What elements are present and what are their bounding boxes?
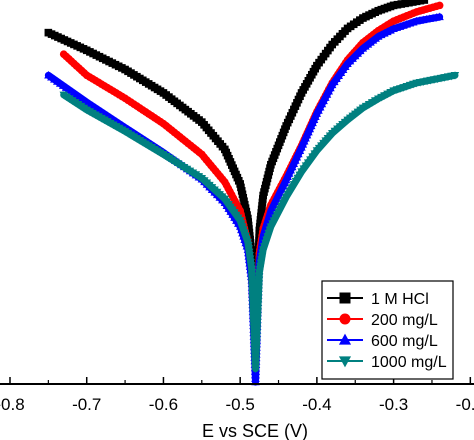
data-point xyxy=(255,266,265,274)
data-point xyxy=(251,351,261,359)
legend: 1 M HCl 200 mg/L 600 mg/L 1000 mg/L xyxy=(321,280,454,380)
data-point xyxy=(252,347,261,356)
data-point xyxy=(405,0,413,7)
legend-marker xyxy=(338,356,352,368)
data-point xyxy=(252,329,262,338)
data-point xyxy=(252,344,261,352)
legend-entry-1000-mg-l: 1000 mg/L xyxy=(327,354,447,371)
data-point xyxy=(254,280,264,288)
data-point xyxy=(251,354,261,363)
data-point xyxy=(254,283,263,292)
x-tick-label: -0.5 xyxy=(226,395,255,414)
data-point xyxy=(412,0,421,6)
data-point xyxy=(435,12,444,21)
data-point xyxy=(253,304,263,313)
data-point xyxy=(416,0,425,5)
data-point xyxy=(256,259,266,268)
legend-entry-600-mg-l: 600 mg/L xyxy=(327,333,438,350)
legend-label: 200 mg/L xyxy=(371,312,438,329)
data-point xyxy=(255,272,264,281)
data-point xyxy=(253,315,262,324)
data-point xyxy=(257,256,266,264)
legend-label: 1 M HCl xyxy=(371,291,429,308)
data-point xyxy=(254,290,263,299)
data-point xyxy=(253,308,262,317)
data-point xyxy=(389,1,398,10)
data-point xyxy=(254,276,264,285)
x-tick-label: -0.4 xyxy=(302,395,331,414)
data-point xyxy=(254,287,263,295)
series-1000-mg-l xyxy=(59,71,460,374)
data-point xyxy=(257,252,267,261)
data-point xyxy=(258,249,267,258)
data-point xyxy=(254,294,263,302)
curves-layer xyxy=(44,0,460,386)
data-point xyxy=(420,0,429,4)
legend-entry-200-mg-l: 200 mg/L xyxy=(327,312,438,329)
x-axis: -0.8 -0.7 -0.6 -0.5 -0.4 -0.3 -0.2 xyxy=(0,377,474,414)
data-point xyxy=(252,340,261,349)
data-point xyxy=(253,319,262,327)
x-axis-ticks: -0.8 -0.7 -0.6 -0.5 -0.4 -0.3 -0.2 xyxy=(0,377,474,414)
data-point xyxy=(251,365,260,374)
data-point xyxy=(254,297,263,306)
legend-label: 1000 mg/L xyxy=(371,354,447,371)
data-point xyxy=(450,72,460,80)
x-tick-label: -0.8 xyxy=(0,395,25,414)
legend-marker xyxy=(338,333,352,345)
data-point xyxy=(253,322,262,331)
legend-marker xyxy=(339,292,351,304)
data-point xyxy=(253,301,263,310)
data-point xyxy=(393,0,402,9)
data-point xyxy=(401,0,409,8)
x-tick-label: -0.3 xyxy=(379,395,408,414)
x-tick-label: -0.6 xyxy=(149,395,178,414)
data-point xyxy=(252,333,261,342)
data-point xyxy=(408,0,417,6)
data-point xyxy=(255,269,264,278)
data-point xyxy=(252,336,261,345)
data-point xyxy=(397,0,406,8)
x-axis-title: E vs SCE (V) xyxy=(202,421,308,440)
data-point xyxy=(251,361,260,370)
legend-marker xyxy=(339,313,351,325)
legend-label: 600 mg/L xyxy=(371,333,438,350)
data-point xyxy=(251,358,260,366)
x-tick-label: -0.2 xyxy=(456,395,474,414)
data-point xyxy=(252,326,262,334)
data-point xyxy=(435,1,444,10)
legend-entry-1-m-hcl: 1 M HCl xyxy=(327,291,429,308)
data-point xyxy=(256,262,265,271)
data-point xyxy=(253,312,262,320)
x-tick-label: -0.7 xyxy=(72,395,101,414)
series-markers-1000-mg-l xyxy=(59,72,460,374)
